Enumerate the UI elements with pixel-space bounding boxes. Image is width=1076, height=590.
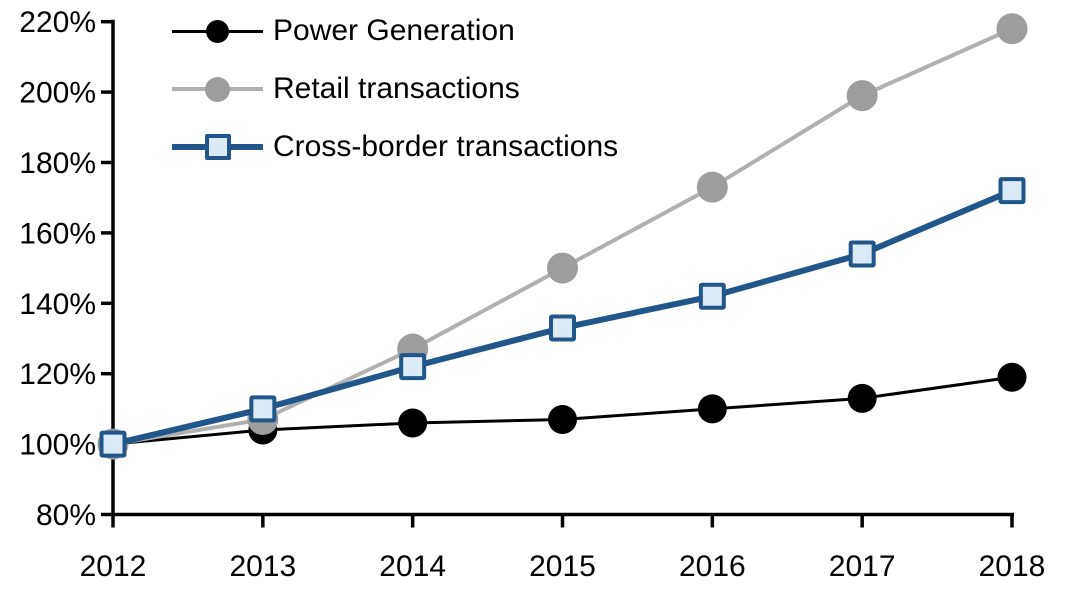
data-point-cross-border-transactions bbox=[848, 240, 876, 268]
data-point-cross-border-transactions bbox=[698, 282, 726, 310]
legend-item-cross-border-transactions: Cross-border transactions bbox=[172, 118, 618, 176]
data-point-power-generation bbox=[398, 408, 428, 438]
y-tick-label: 200% bbox=[19, 77, 96, 110]
x-tick-label: 2018 bbox=[979, 550, 1046, 583]
y-tick-label: 220% bbox=[19, 6, 96, 39]
x-tick-label: 2014 bbox=[379, 550, 446, 583]
x-axis-ticks: 2012 2013 2014 2015 2016 2017 2018 bbox=[80, 514, 1046, 583]
data-point-cross-border-transactions bbox=[549, 314, 576, 342]
data-point-power-generation bbox=[548, 404, 577, 434]
data-point-cross-border-transactions bbox=[998, 177, 1026, 205]
legend-label-cross-border-transactions: Cross-border transactions bbox=[273, 130, 619, 163]
x-tick-label: 2016 bbox=[679, 550, 746, 583]
data-point-power-generation bbox=[697, 394, 727, 424]
y-tick-label: 180% bbox=[19, 147, 96, 180]
legend-label-retail-transactions: Retail transactions bbox=[273, 72, 520, 105]
retail-transactions-line-marker-icon bbox=[172, 73, 263, 105]
power-generation-line-marker-icon bbox=[172, 15, 263, 47]
x-tick-label: 2012 bbox=[80, 550, 147, 583]
data-point-cross-border-transactions bbox=[249, 395, 277, 423]
y-tick-label: 120% bbox=[19, 358, 96, 391]
data-point-retail-transactions bbox=[846, 80, 878, 112]
y-axis-ticks: 80% 100% 120% 140% 160% 180% 200% 220% bbox=[19, 6, 113, 532]
data-point-cross-border-transactions bbox=[399, 353, 427, 381]
y-tick-label: 100% bbox=[19, 429, 96, 462]
legend-label-power-generation: Power Generation bbox=[273, 14, 515, 47]
x-tick-label: 2013 bbox=[229, 550, 296, 583]
legend-item-retail-transactions: Retail transactions bbox=[172, 60, 618, 118]
y-tick-label: 140% bbox=[19, 288, 96, 321]
chart-legend: Power Generation Retail transactions Cro… bbox=[172, 2, 618, 176]
y-tick-label: 80% bbox=[36, 499, 96, 532]
data-point-power-generation bbox=[847, 383, 877, 413]
y-tick-label: 160% bbox=[19, 217, 96, 250]
x-tick-label: 2015 bbox=[529, 550, 596, 583]
cross-border-transactions-line-marker-icon bbox=[172, 131, 263, 163]
data-point-retail-transactions bbox=[547, 252, 578, 284]
series-power-generation bbox=[98, 362, 1027, 459]
legend-item-power-generation: Power Generation bbox=[172, 2, 618, 60]
data-point-cross-border-transactions bbox=[99, 430, 127, 458]
data-point-retail-transactions bbox=[696, 171, 728, 203]
data-point-retail-transactions bbox=[996, 13, 1028, 45]
x-tick-label: 2017 bbox=[829, 550, 896, 583]
series-cross-border-transactions bbox=[99, 177, 1026, 458]
data-point-power-generation bbox=[997, 362, 1027, 392]
